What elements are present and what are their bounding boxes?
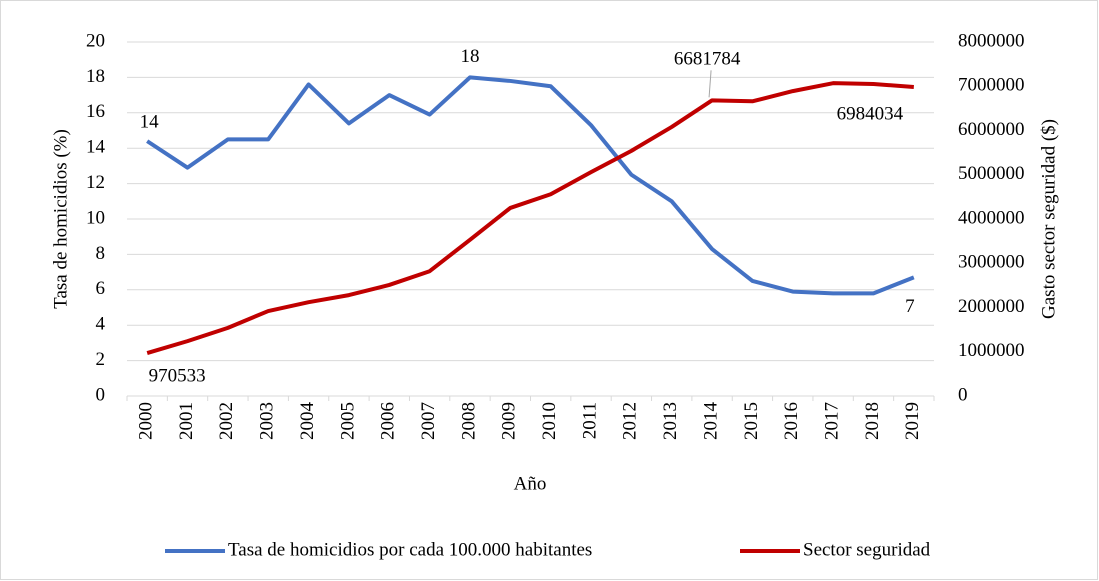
x-tick-label: 2014 — [700, 402, 721, 441]
legend-label: Tasa de homicidios por cada 100.000 habi… — [228, 539, 592, 560]
x-tick-label: 2012 — [620, 402, 641, 440]
legend-label: Sector seguridad — [803, 539, 931, 560]
x-tick-label: 2011 — [579, 402, 600, 439]
y2-tick-label: 7000000 — [958, 75, 1025, 96]
x-tick-label: 2003 — [257, 402, 278, 440]
x-tick-label: 2000 — [136, 402, 157, 440]
y-tick-label: 8 — [96, 243, 106, 264]
y2-tick-label: 2000000 — [958, 296, 1025, 317]
x-tick-label: 2017 — [821, 402, 842, 440]
x-tick-label: 2013 — [660, 402, 681, 440]
y2-tick-label: 5000000 — [958, 163, 1025, 184]
y-tick-label: 12 — [86, 172, 105, 193]
data-label: 6681784 — [674, 49, 741, 70]
series-line — [146, 75, 915, 296]
data-label: 14 — [140, 111, 160, 132]
y2-axis-label: Gasto sector seguridad ($) — [1038, 119, 1059, 319]
y2-tick-label: 6000000 — [958, 119, 1025, 140]
y2-tick-label: 4000000 — [958, 207, 1025, 228]
y-tick-label: 6 — [96, 278, 106, 299]
y-tick-label: 20 — [86, 30, 105, 51]
x-tick-label: 2016 — [781, 402, 802, 440]
y-tick-label: 4 — [96, 314, 106, 335]
data-label: 6984034 — [837, 103, 904, 124]
y2-tick-label: 3000000 — [958, 252, 1025, 273]
x-tick-label: 2008 — [458, 402, 479, 440]
x-tick-label: 2009 — [499, 402, 520, 440]
x-axis-label: Año — [514, 473, 547, 494]
x-tick-label: 2010 — [539, 402, 560, 440]
data-label: 970533 — [149, 365, 206, 386]
y-tick-label: 14 — [86, 137, 106, 158]
y-tick-label: 16 — [86, 101, 105, 122]
x-tick-label: 2002 — [216, 402, 237, 440]
y-tick-label: 0 — [96, 384, 106, 405]
y2-tick-label: 8000000 — [958, 30, 1025, 51]
y2-tick-label: 0 — [958, 384, 968, 405]
y-tick-label: 2 — [96, 349, 106, 370]
y2-tick-label: 1000000 — [958, 340, 1025, 361]
x-tick-label: 2015 — [741, 402, 762, 440]
y-tick-label: 18 — [86, 66, 105, 87]
series-line — [146, 81, 914, 355]
x-tick-label: 2019 — [902, 402, 923, 440]
x-tick-label: 2007 — [418, 402, 439, 440]
x-tick-label: 2006 — [378, 402, 399, 440]
data-label: 7 — [905, 296, 915, 317]
x-tick-label: 2004 — [297, 402, 318, 441]
x-tick-label: 2001 — [176, 402, 197, 440]
x-tick-label: 2005 — [337, 402, 358, 440]
leader-line — [708, 70, 712, 98]
y-axis-label: Tasa de homicidios (%) — [50, 129, 71, 309]
x-tick-label: 2018 — [862, 402, 883, 440]
data-label: 18 — [460, 46, 479, 67]
y-tick-label: 10 — [86, 207, 105, 228]
